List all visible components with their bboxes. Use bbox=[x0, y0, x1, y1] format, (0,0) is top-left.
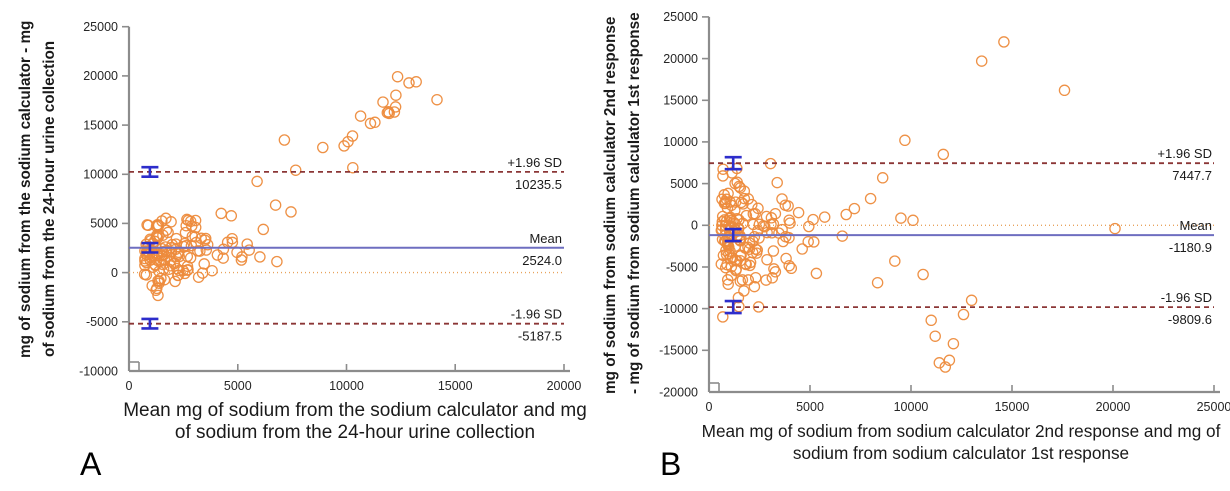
svg-text:20000: 20000 bbox=[83, 69, 118, 83]
svg-text:- mg of sodium from sodium cal: - mg of sodium from sodium calculator 1s… bbox=[626, 12, 643, 394]
svg-text:0: 0 bbox=[691, 219, 698, 233]
svg-text:-10000: -10000 bbox=[79, 364, 118, 378]
svg-text:+1.96 SD: +1.96 SD bbox=[507, 155, 562, 170]
svg-text:15000: 15000 bbox=[663, 94, 698, 108]
svg-text:15000: 15000 bbox=[438, 379, 473, 393]
svg-text:Mean: Mean bbox=[529, 231, 562, 246]
svg-text:10000: 10000 bbox=[329, 379, 364, 393]
svg-text:0: 0 bbox=[706, 400, 713, 414]
svg-text:+1.96 SD: +1.96 SD bbox=[1157, 146, 1212, 161]
svg-text:-1180.9: -1180.9 bbox=[1169, 240, 1212, 255]
svg-text:15000: 15000 bbox=[995, 400, 1030, 414]
svg-text:5000: 5000 bbox=[90, 217, 118, 231]
svg-text:5000: 5000 bbox=[796, 400, 824, 414]
svg-text:25000: 25000 bbox=[83, 20, 118, 34]
svg-text:20000: 20000 bbox=[663, 52, 698, 66]
svg-text:-1.96 SD: -1.96 SD bbox=[511, 307, 562, 322]
svg-text:20000: 20000 bbox=[1096, 400, 1131, 414]
svg-text:-9809.6: -9809.6 bbox=[1168, 312, 1212, 327]
svg-text:sodium from sodium calculator: sodium from sodium calculator 1st respon… bbox=[793, 443, 1129, 463]
svg-text:0: 0 bbox=[111, 266, 118, 280]
svg-text:B: B bbox=[660, 446, 681, 482]
svg-text:-15000: -15000 bbox=[659, 344, 698, 358]
svg-text:5000: 5000 bbox=[224, 379, 252, 393]
svg-text:mg of sodium from sodium calcu: mg of sodium from sodium calculator 2nd … bbox=[602, 17, 619, 394]
svg-text:of sodium from the 24-hour uri: of sodium from the 24-hour urine collect… bbox=[175, 422, 535, 443]
svg-text:A: A bbox=[80, 446, 102, 482]
svg-text:10000: 10000 bbox=[83, 168, 118, 182]
svg-text:of sodium from the 24-hour uri: of sodium from the 24-hour urine collect… bbox=[41, 41, 58, 357]
svg-text:Mean: Mean bbox=[1179, 218, 1212, 233]
svg-text:-5000: -5000 bbox=[86, 315, 118, 329]
svg-text:20000: 20000 bbox=[547, 379, 582, 393]
svg-text:25000: 25000 bbox=[1197, 400, 1230, 414]
svg-text:10000: 10000 bbox=[894, 400, 929, 414]
svg-text:7447.7: 7447.7 bbox=[1172, 168, 1212, 183]
svg-text:Mean mg of sodium from the sod: Mean mg of sodium from the sodium calcul… bbox=[123, 400, 587, 421]
svg-text:10000: 10000 bbox=[663, 135, 698, 149]
svg-text:-5187.5: -5187.5 bbox=[518, 329, 562, 344]
svg-text:mg of sodium from the sodium c: mg of sodium from the sodium calculator … bbox=[17, 21, 34, 358]
svg-text:25000: 25000 bbox=[663, 10, 698, 24]
svg-text:0: 0 bbox=[126, 379, 133, 393]
svg-text:Mean mg of sodium from sodium: Mean mg of sodium from sodium calculator… bbox=[702, 421, 1221, 441]
svg-text:-5000: -5000 bbox=[666, 260, 698, 274]
svg-text:2524.0: 2524.0 bbox=[522, 253, 562, 268]
svg-text:-10000: -10000 bbox=[659, 302, 698, 316]
svg-text:10235.5: 10235.5 bbox=[515, 177, 562, 192]
svg-text:-20000: -20000 bbox=[659, 385, 698, 399]
svg-text:15000: 15000 bbox=[83, 118, 118, 132]
svg-text:-1.96 SD: -1.96 SD bbox=[1161, 290, 1212, 305]
svg-text:5000: 5000 bbox=[670, 177, 698, 191]
